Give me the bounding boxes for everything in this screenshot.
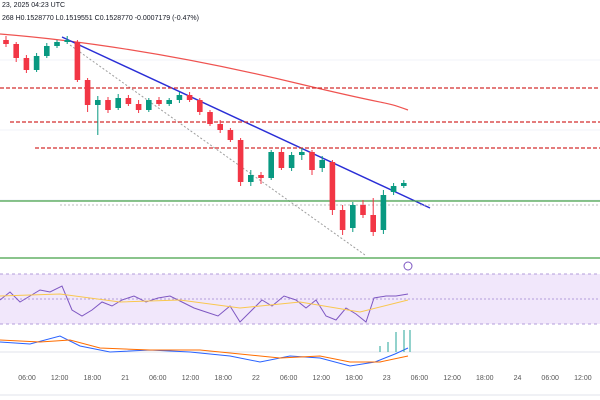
candle-body	[176, 95, 183, 100]
candle-body	[115, 98, 121, 108]
x-tick-label: 06:00	[149, 375, 167, 382]
x-tick-label: 06:00	[411, 375, 429, 382]
candle-body	[207, 112, 213, 124]
candle-body	[288, 155, 295, 168]
x-tick-label: 12:00	[51, 375, 69, 382]
candle-body	[360, 205, 366, 215]
candle-body	[237, 140, 244, 182]
candle-body	[146, 100, 152, 110]
candle-body	[401, 183, 407, 186]
candle-body	[319, 160, 325, 168]
candle-body	[217, 124, 223, 130]
x-tick-label: 12:00	[313, 375, 331, 382]
candle-body	[84, 80, 91, 105]
macd-histogram	[379, 330, 411, 352]
candle-body	[248, 175, 254, 182]
header-date: 23, 2025 04:23 UTC	[2, 2, 65, 9]
candle-body	[166, 100, 172, 104]
rsi-ma	[0, 293, 409, 313]
macd-line	[0, 335, 409, 367]
x-tick-label: 24	[514, 375, 522, 382]
grid	[0, 59, 600, 201]
x-tick-label: 12:00	[182, 375, 200, 382]
candle-body	[54, 42, 60, 46]
x-tick-label: 12:00	[574, 375, 592, 382]
x-tick-label: 23	[383, 375, 391, 382]
candle-body	[3, 40, 9, 44]
candle-body	[227, 130, 234, 140]
x-tick-label: 06:00	[280, 375, 298, 382]
candle-body	[339, 210, 346, 230]
header-ohlc: 268 H0.1528770 L0.1519551 C0.1528770 -0.…	[2, 15, 199, 22]
marker-icon	[403, 261, 413, 271]
x-tick-label: 12:00	[443, 375, 461, 382]
candle-body	[390, 186, 397, 192]
signal-line	[0, 339, 409, 363]
rsi-line	[0, 285, 409, 323]
x-tick-label: 18:00	[345, 375, 363, 382]
candle-body	[33, 56, 40, 70]
candle-body	[380, 195, 387, 230]
candle-body	[23, 58, 30, 70]
candle-body	[197, 100, 203, 112]
moving-average	[0, 33, 409, 111]
candle-body	[370, 215, 376, 232]
candle-body	[278, 152, 285, 168]
candle-body	[64, 40, 70, 42]
channel-line	[69, 44, 366, 256]
candle-body	[74, 42, 81, 80]
candle-body	[156, 100, 162, 104]
candle-body	[186, 95, 193, 100]
candle-body	[329, 162, 336, 210]
candle-body	[95, 100, 101, 105]
candle-body	[268, 152, 274, 178]
candle-body	[105, 100, 111, 110]
candle-body	[125, 98, 132, 104]
x-tick-label: 06:00	[541, 375, 559, 382]
candle-body	[13, 44, 19, 58]
x-tick-label: 18:00	[476, 375, 494, 382]
candle-body	[350, 205, 356, 228]
candle-body	[44, 46, 50, 56]
x-tick-label: 18:00	[84, 375, 102, 382]
candle-body	[309, 152, 315, 170]
candle-body	[135, 104, 142, 110]
x-tick-label: 21	[121, 375, 129, 382]
candle-body	[258, 175, 264, 178]
x-tick-label: 06:00	[18, 375, 36, 382]
candle-body	[299, 152, 305, 155]
x-tick-label: 18:00	[214, 375, 232, 382]
x-tick-label: 22	[252, 375, 260, 382]
